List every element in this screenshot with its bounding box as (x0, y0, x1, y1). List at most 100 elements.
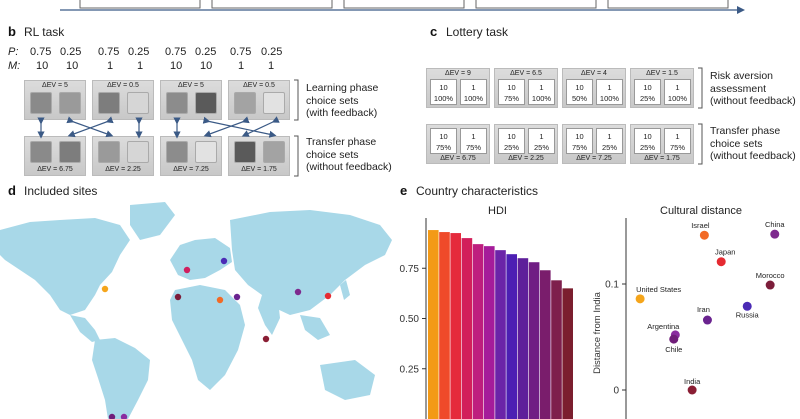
delta-ev-label: ΔEV = 0.5 (243, 82, 275, 89)
site-marker-argentina (120, 413, 128, 419)
risk-set-1: ΔEV = 9 10 100% 1 100% (426, 68, 490, 108)
stimulus-icon (166, 141, 188, 163)
stimulus-icon (127, 92, 149, 114)
site-markers (101, 257, 332, 419)
m-value: 10 (170, 60, 183, 72)
delta-ev-label: ΔEV = 7.25 (173, 166, 209, 173)
delta-ev-label: ΔEV = 1.75 (241, 166, 277, 173)
cultural-distance-scatter: 00.10.2Distance from IndiaFranceIsraelCh… (592, 218, 785, 419)
cd-point-label: Morocco (756, 271, 785, 280)
australia (320, 360, 375, 400)
hdi-y-tick-label: 0.25 (400, 364, 420, 375)
m-value: 1 (137, 60, 144, 72)
hdi-bar-chart: 0.25 0.50 0.75 (400, 218, 573, 419)
p-value: 0.25 (128, 46, 150, 58)
lottery-option: 10 100% (430, 79, 457, 105)
lottery-option: 10 75% (566, 128, 593, 154)
risk-set-4: ΔEV = 1.5 10 25% 1 100% (630, 68, 694, 108)
hdi-bar (540, 270, 551, 419)
delta-ev-label: ΔEV = 0.5 (107, 82, 139, 89)
south-america (92, 338, 150, 419)
india-peninsula (258, 295, 280, 335)
learning-phase-label: Learning phase choice sets (with feedbac… (306, 82, 379, 119)
cd-point (635, 294, 645, 304)
stimulus-icon (195, 141, 217, 163)
lottery-option: 10 75% (430, 128, 457, 154)
site-marker-china (294, 288, 302, 296)
transfer-set-1: ΔEV = 6.75 (24, 136, 86, 176)
cd-point-label: Russia (736, 310, 760, 319)
north-america (0, 218, 130, 315)
hdi-y-tick-label: 0.50 (400, 314, 420, 325)
delta-ev-label: ΔEV = 9 (445, 70, 471, 77)
risk-set-3: ΔEV = 4 10 50% 1 100% (562, 68, 626, 108)
lottery-option: 1 100% (664, 79, 691, 105)
stimulus-icon (30, 92, 52, 114)
lottery-option: 1 25% (596, 128, 623, 154)
lottery-option: 1 100% (528, 79, 555, 105)
learning-set-2: ΔEV = 0.5 (92, 80, 154, 120)
cd-y-tick-label: 0.1 (605, 280, 619, 291)
panel-c-brackets (698, 67, 703, 165)
cultural-distance-title: Cultural distance (660, 205, 742, 217)
p-value: 0.75 (230, 46, 252, 58)
cd-point (687, 385, 697, 395)
delta-ev-label: ΔEV = 6.75 (440, 155, 476, 162)
hdi-y-tick-label: 0.75 (400, 264, 420, 275)
land-masses (0, 202, 392, 419)
lottery-transfer-set-3: 10 75% 1 25% ΔEV = 7.25 (562, 124, 626, 164)
transfer-set-4: ΔEV = 1.75 (228, 136, 290, 176)
delta-ev-label: ΔEV = 5 (178, 82, 204, 89)
p-label: P: (8, 46, 19, 58)
hdi-bar (439, 232, 450, 419)
cd-point (669, 334, 679, 344)
lottery-transfer-set-4: 10 25% 1 75% ΔEV = 1.75 (630, 124, 694, 164)
site-marker-iran (233, 293, 241, 301)
lottery-transfer-set-2: 10 25% 1 25% ΔEV = 2.25 (494, 124, 558, 164)
stimulus-icon (98, 92, 120, 114)
hdi-title: HDI (488, 205, 507, 217)
site-marker-japan (324, 292, 332, 300)
cd-point (702, 315, 712, 325)
panel-c-letter: c (430, 24, 438, 39)
cd-y-axis-label: Distance from India (592, 291, 603, 374)
cd-point-label: Japan (715, 248, 735, 257)
site-marker-israel (216, 296, 224, 304)
cd-point-label: Israel (691, 221, 710, 230)
hdi-bar (484, 246, 495, 419)
stimulus-icon (195, 92, 217, 114)
lottery-transfer-label: Transfer phase choice sets (without feed… (710, 125, 796, 162)
transfer-phase-label: Transfer phase choice sets (without feed… (306, 136, 392, 173)
lottery-option: 10 25% (634, 128, 661, 154)
delta-ev-label: ΔEV = 1.75 (644, 155, 680, 162)
cd-point-label: China (765, 220, 785, 229)
learning-set-3: ΔEV = 5 (160, 80, 222, 120)
site-marker-france (183, 266, 191, 274)
m-value: 1 (107, 60, 114, 72)
lottery-option: 1 25% (528, 128, 555, 154)
hdi-bar (551, 280, 562, 419)
lottery-option: 10 50% (566, 79, 593, 105)
delta-ev-label: ΔEV = 2.25 (508, 155, 544, 162)
p-value: 0.75 (165, 46, 187, 58)
panel-d-title: Included sites (24, 184, 98, 198)
panel-b-letter: b (8, 24, 16, 39)
delta-ev-label: ΔEV = 4 (581, 70, 607, 77)
m-value: 1 (238, 60, 245, 72)
risk-set-2: ΔEV = 6.5 10 75% 1 100% (494, 68, 558, 108)
world-map (0, 202, 392, 419)
site-marker-morocco (174, 293, 182, 301)
p-value: 0.25 (60, 46, 82, 58)
m-value: 10 (36, 60, 49, 72)
stimulus-icon (166, 92, 188, 114)
site-marker-chile (108, 413, 116, 419)
delta-ev-label: ΔEV = 1.5 (646, 70, 678, 77)
site-marker-india (262, 335, 270, 343)
central-america (70, 315, 100, 342)
japan (340, 280, 350, 300)
greenland (130, 202, 175, 240)
m-label: M: (8, 60, 21, 72)
cd-point-label: India (684, 377, 701, 386)
m-value: 10 (66, 60, 79, 72)
delta-ev-label: ΔEV = 2.25 (105, 166, 141, 173)
